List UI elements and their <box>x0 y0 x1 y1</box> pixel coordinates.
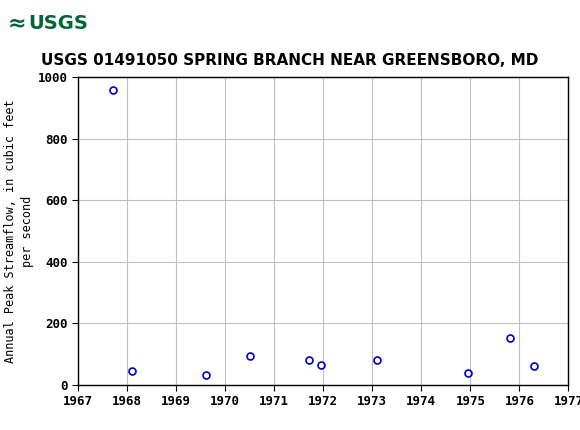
Text: USGS: USGS <box>28 14 88 33</box>
Text: ≈: ≈ <box>8 13 27 33</box>
Text: USGS 01491050 SPRING BRANCH NEAR GREENSBORO, MD: USGS 01491050 SPRING BRANCH NEAR GREENSB… <box>41 53 539 68</box>
Bar <box>4 3 99 42</box>
Y-axis label: Annual Peak Streamflow, in cubic feet
per second: Annual Peak Streamflow, in cubic feet pe… <box>3 99 34 363</box>
